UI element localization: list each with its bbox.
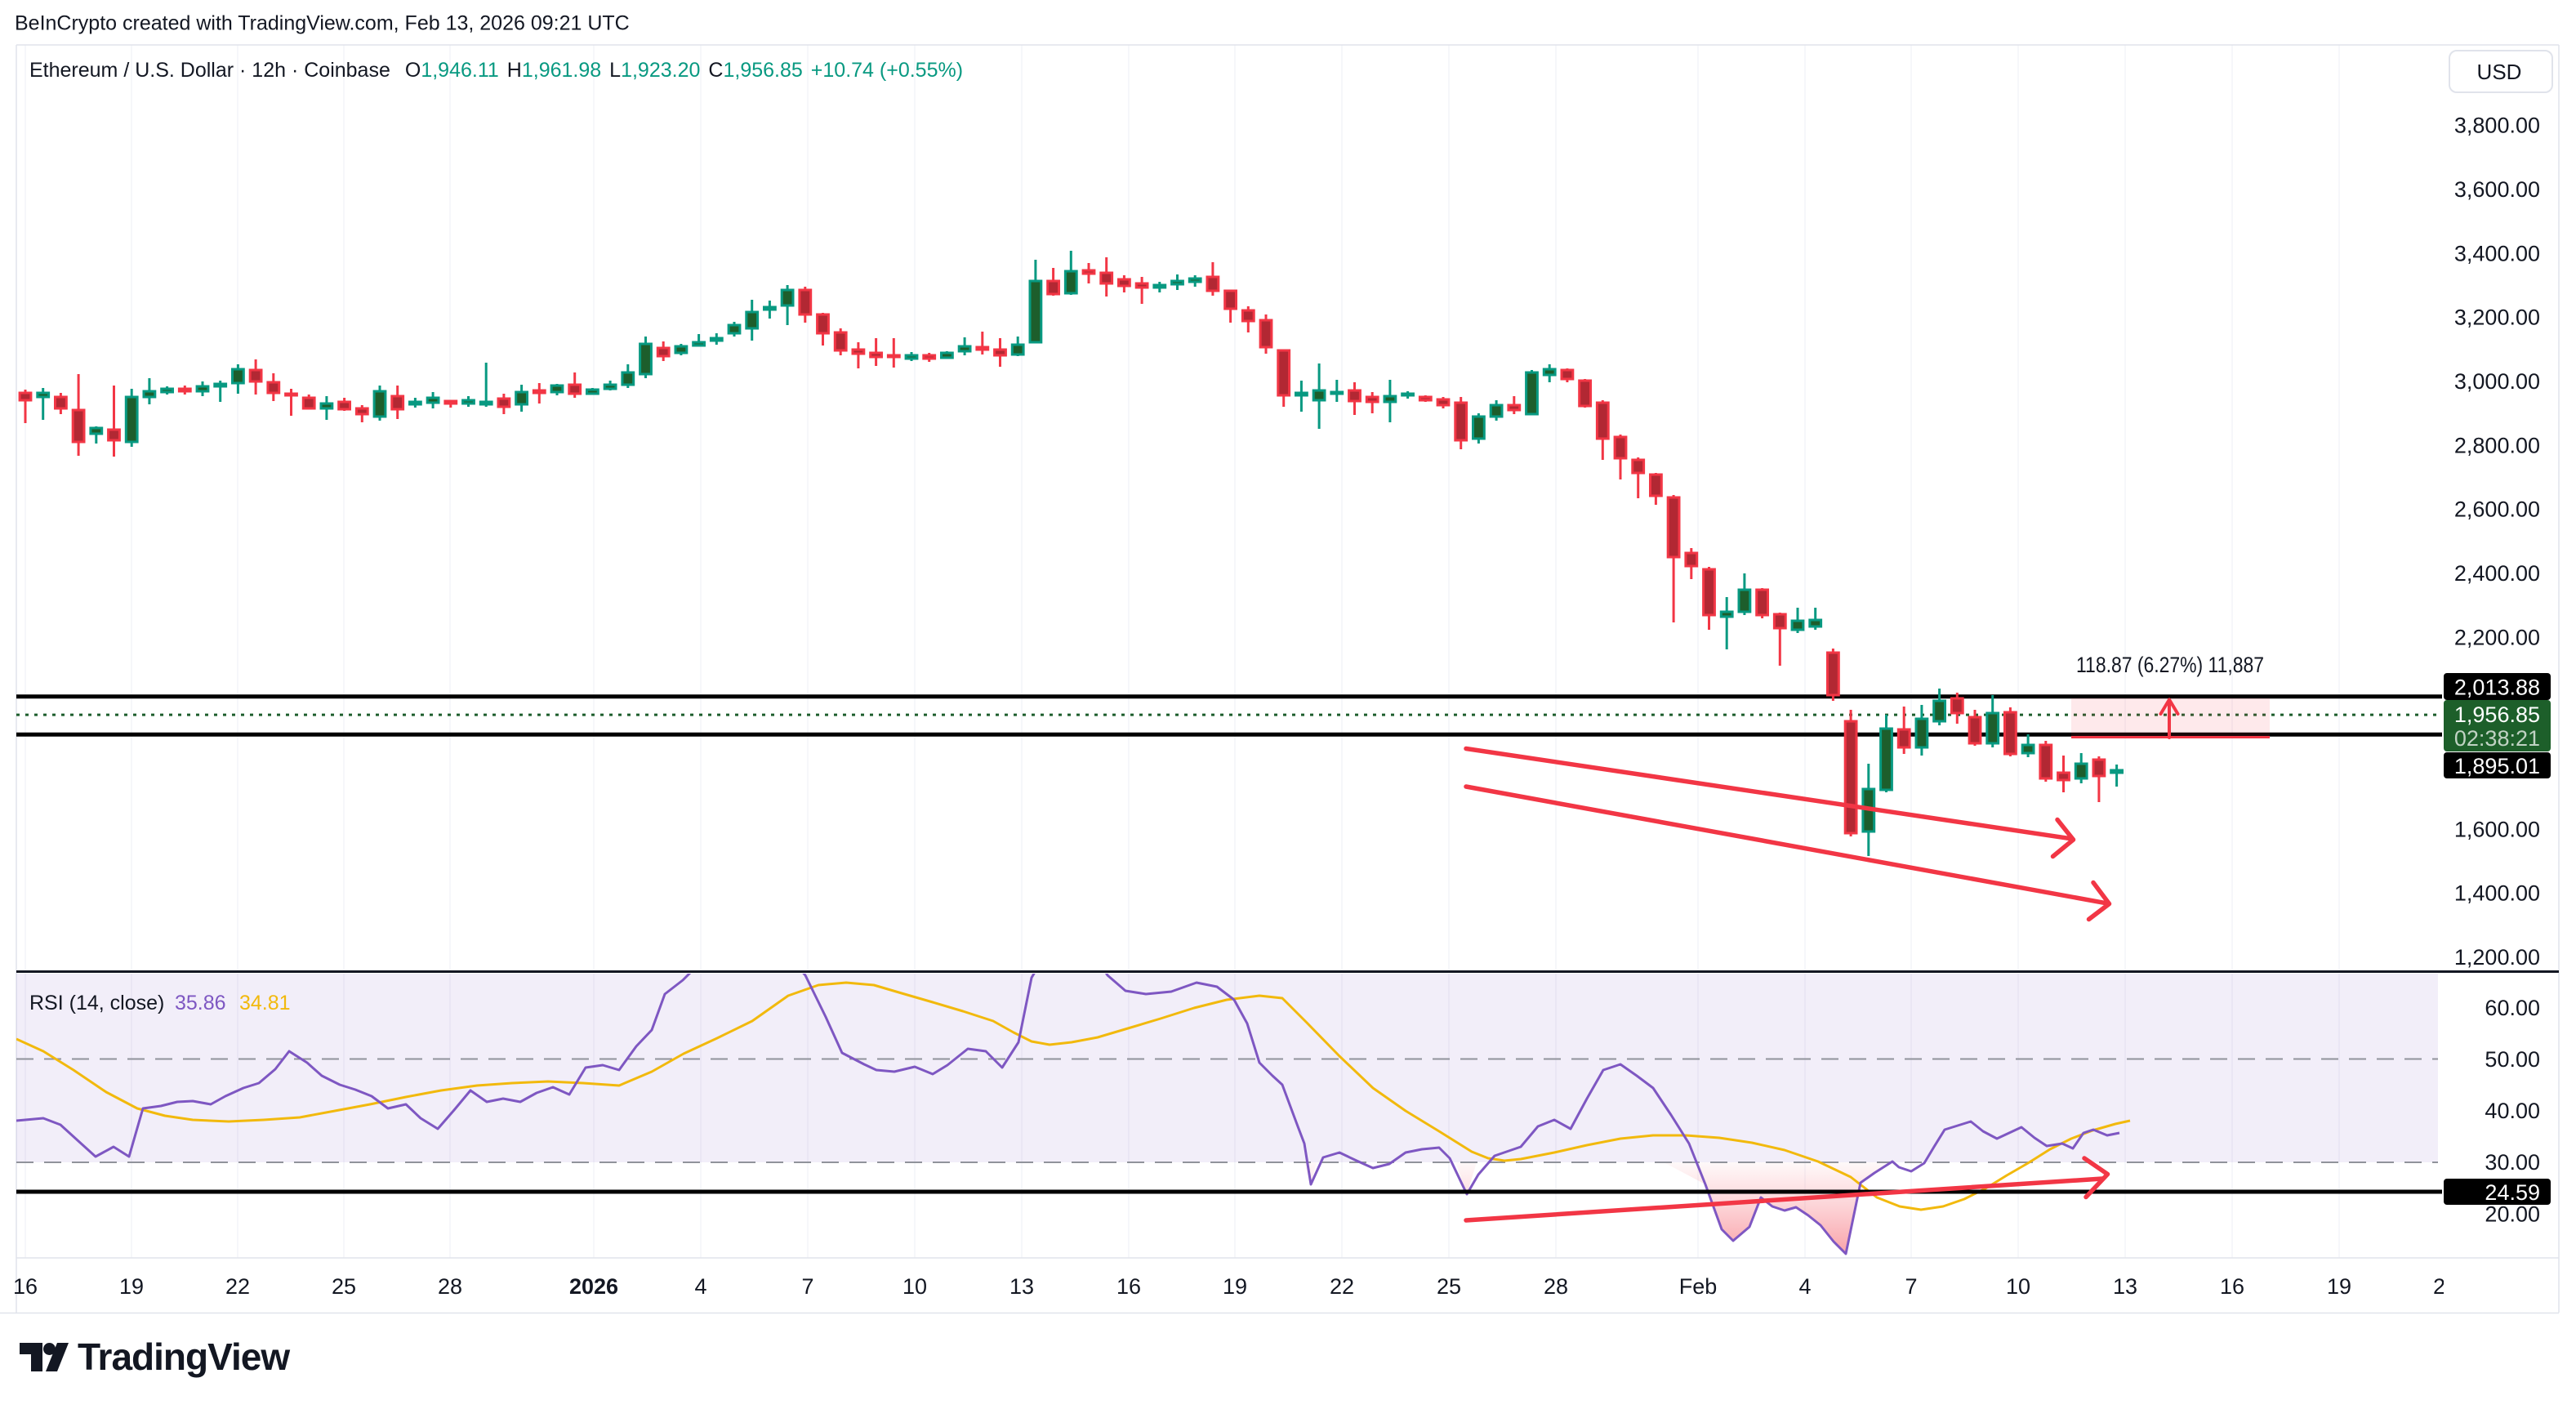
svg-text:50.00: 50.00 (2485, 1047, 2540, 1072)
svg-text:02:38:21: 02:38:21 (2454, 726, 2540, 751)
svg-text:19: 19 (119, 1274, 144, 1299)
svg-text:2026: 2026 (569, 1274, 618, 1299)
svg-text:25: 25 (1437, 1274, 1461, 1299)
svg-text:118.87 (6.27%) 11,887: 118.87 (6.27%) 11,887 (2076, 653, 2264, 677)
svg-text:40.00: 40.00 (2485, 1099, 2540, 1123)
svg-text:28: 28 (438, 1274, 462, 1299)
svg-text:13: 13 (1009, 1274, 1034, 1299)
svg-text:4: 4 (1798, 1274, 1811, 1299)
svg-text:22: 22 (225, 1274, 250, 1299)
svg-text:20.00: 20.00 (2485, 1202, 2540, 1226)
svg-text:1,200.00: 1,200.00 (2454, 945, 2540, 970)
svg-text:1,400.00: 1,400.00 (2454, 881, 2540, 906)
svg-text:2,600.00: 2,600.00 (2454, 497, 2540, 522)
svg-text:16: 16 (1116, 1274, 1141, 1299)
svg-text:25: 25 (332, 1274, 356, 1299)
svg-text:10: 10 (2006, 1274, 2030, 1299)
svg-text:4: 4 (694, 1274, 706, 1299)
svg-text:3,000.00: 3,000.00 (2454, 369, 2540, 394)
svg-text:13: 13 (2113, 1274, 2137, 1299)
svg-text:TradingView: TradingView (78, 1335, 290, 1378)
svg-text:3,400.00: 3,400.00 (2454, 241, 2540, 265)
svg-text:3,800.00: 3,800.00 (2454, 114, 2540, 138)
svg-text:7: 7 (801, 1274, 813, 1299)
svg-text:24.59: 24.59 (2485, 1180, 2540, 1205)
svg-text:7: 7 (1905, 1274, 1917, 1299)
svg-text:22: 22 (1330, 1274, 1354, 1299)
svg-text:3,600.00: 3,600.00 (2454, 177, 2540, 202)
svg-text:Feb: Feb (1679, 1274, 1718, 1299)
svg-text:1,895.01: 1,895.01 (2454, 754, 2540, 778)
svg-text:16: 16 (2220, 1274, 2244, 1299)
svg-text:1,600.00: 1,600.00 (2454, 817, 2540, 841)
svg-text:60.00: 60.00 (2485, 996, 2540, 1020)
svg-text:16: 16 (13, 1274, 38, 1299)
svg-text:34.81: 34.81 (239, 992, 291, 1014)
svg-text:1,956.85: 1,956.85 (2454, 702, 2540, 727)
svg-text:RSI (14, close): RSI (14, close) (29, 992, 164, 1014)
svg-text:22: 22 (2433, 1274, 2458, 1299)
svg-text:30.00: 30.00 (2485, 1150, 2540, 1175)
svg-text:3,200.00: 3,200.00 (2454, 305, 2540, 330)
svg-text:19: 19 (2327, 1274, 2351, 1299)
svg-text:10: 10 (902, 1274, 927, 1299)
svg-text:USD: USD (2477, 60, 2522, 84)
svg-text:Ethereum / U.S. Dollar · 12h ·: Ethereum / U.S. Dollar · 12h · Coinbase O… (29, 59, 963, 82)
svg-text:2,200.00: 2,200.00 (2454, 625, 2540, 649)
svg-text:35.86: 35.86 (175, 992, 226, 1014)
svg-text:28: 28 (1544, 1274, 1568, 1299)
svg-text:2,800.00: 2,800.00 (2454, 433, 2540, 457)
svg-text:BeInCrypto created with Tradin: BeInCrypto created with TradingView.com,… (15, 12, 630, 35)
svg-text:19: 19 (1223, 1274, 1247, 1299)
svg-text:2,400.00: 2,400.00 (2454, 561, 2540, 586)
svg-text:2,013.88: 2,013.88 (2454, 676, 2540, 700)
